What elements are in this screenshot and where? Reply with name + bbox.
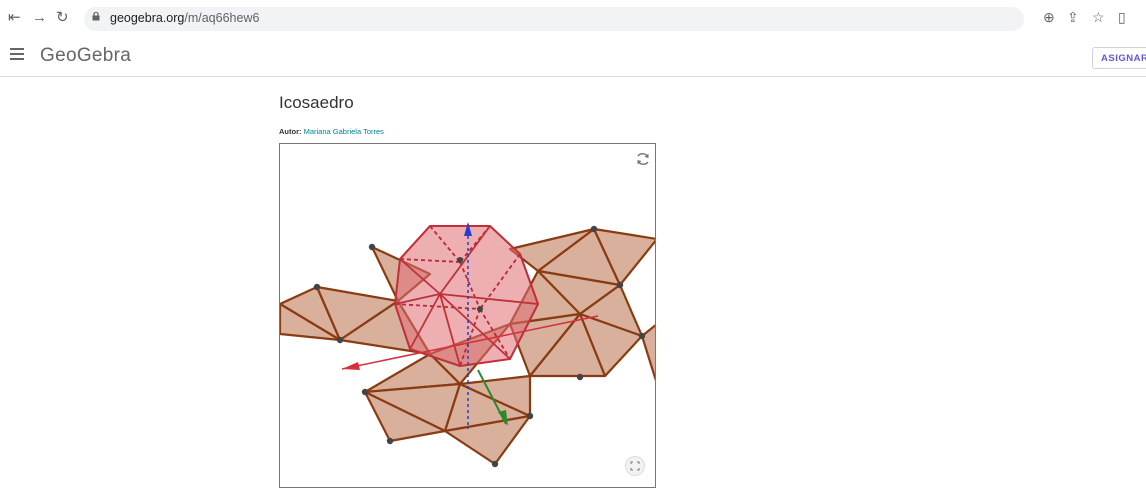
assign-button[interactable]: ASIGNAR bbox=[1092, 47, 1146, 69]
browser-toolbar: ⇤ → ↻ geogebra.org/m/aq66hew6 ⊕ ⇪ ☆ ▯ bbox=[0, 0, 1146, 38]
fullscreen-icon bbox=[630, 461, 640, 471]
site-header: GeoGebra ASIGNAR bbox=[0, 38, 1146, 77]
icosahedron-3d-view[interactable] bbox=[280, 144, 656, 488]
page-title: Icosaedro bbox=[279, 93, 354, 112]
address-bar[interactable]: geogebra.org/m/aq66hew6 bbox=[84, 7, 1024, 31]
reload-icon[interactable]: ↻ bbox=[56, 9, 69, 26]
fullscreen-button[interactable] bbox=[625, 456, 645, 476]
menu-icon[interactable] bbox=[10, 48, 24, 62]
author-line: Autor: Mariana Gabriela Torres bbox=[279, 127, 384, 136]
side-panel-icon[interactable]: ▯ bbox=[1118, 9, 1126, 25]
back-icon[interactable]: ⇤ bbox=[8, 9, 21, 26]
lock-icon bbox=[92, 12, 100, 21]
geogebra-applet[interactable] bbox=[279, 143, 656, 488]
author-link[interactable]: Mariana Gabriela Torres bbox=[303, 127, 384, 136]
reset-icon[interactable] bbox=[635, 151, 651, 167]
star-icon[interactable]: ☆ bbox=[1092, 9, 1105, 25]
zoom-icon[interactable]: ⊕ bbox=[1043, 9, 1055, 25]
forward-icon[interactable]: → bbox=[32, 9, 47, 26]
share-icon[interactable]: ⇪ bbox=[1067, 9, 1079, 25]
author-label: Autor: bbox=[279, 127, 302, 136]
geogebra-logo[interactable]: GeoGebra bbox=[40, 45, 132, 66]
url-text: geogebra.org/m/aq66hew6 bbox=[110, 11, 260, 25]
